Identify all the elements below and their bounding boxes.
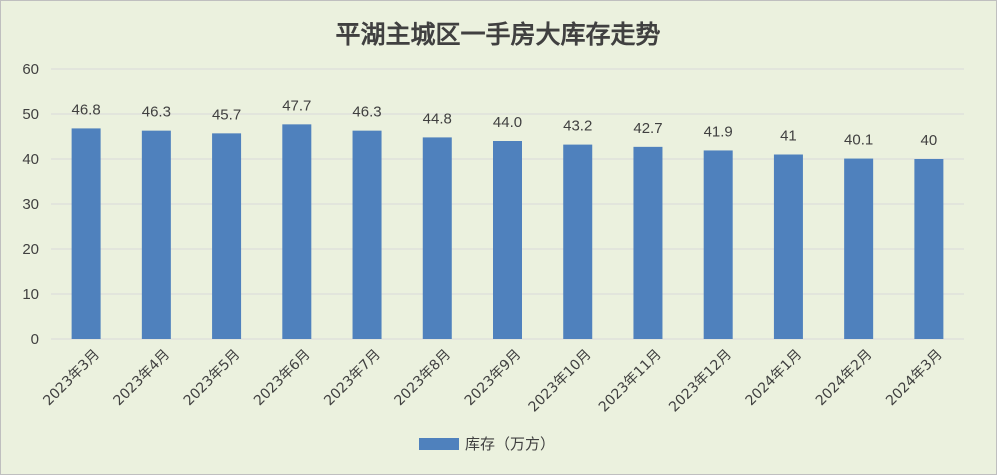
x-tick-label: 2024年3月	[883, 347, 946, 410]
bars	[71, 124, 944, 339]
x-tick-label: 2023年7月	[321, 347, 384, 410]
legend-label: 库存（万方）	[465, 435, 555, 453]
y-axis: 0 10 20 30 40 50 60	[22, 61, 39, 348]
bar	[141, 130, 171, 339]
bar	[633, 146, 663, 339]
bar	[282, 124, 312, 339]
x-tick-label: 2023年12月	[666, 347, 735, 416]
data-label: 47.7	[282, 97, 311, 114]
legend: 库存（万方）	[419, 435, 555, 453]
x-tick-label: 2024年2月	[813, 347, 876, 410]
bar	[773, 154, 803, 339]
data-label: 40.1	[844, 132, 873, 149]
data-label: 41	[780, 128, 797, 145]
y-tick-label: 0	[31, 331, 39, 348]
x-tick-label: 2023年10月	[526, 347, 595, 416]
y-tick-label: 20	[22, 241, 39, 258]
data-label: 40	[921, 132, 938, 149]
y-tick-label: 10	[22, 286, 39, 303]
x-tick-label: 2023年8月	[391, 347, 454, 410]
data-label: 43.2	[563, 118, 592, 135]
x-tick-label: 2023年4月	[111, 347, 174, 410]
x-tick-label: 2023年9月	[462, 347, 525, 410]
bar	[493, 141, 522, 339]
data-label: 46.8	[72, 101, 101, 118]
bar	[914, 159, 944, 339]
data-label: 42.7	[633, 120, 662, 137]
x-axis: 2023年3月 2023年4月 2023年5月 2023年6月 2023年7月 2023年…	[40, 347, 945, 416]
data-label: 46.3	[142, 104, 171, 121]
data-label: 44.0	[493, 114, 522, 131]
bar	[563, 144, 593, 339]
y-tick-label: 50	[22, 106, 39, 123]
bar	[422, 137, 452, 339]
legend-swatch	[419, 438, 459, 450]
y-tick-label: 40	[22, 151, 39, 168]
data-label: 45.7	[212, 106, 241, 123]
bar	[703, 150, 733, 339]
bar	[212, 133, 242, 339]
chart-title: 平湖主城区一手房大库存走势	[335, 20, 660, 49]
x-tick-label: 2023年3月	[40, 347, 103, 410]
data-labels: 46.8 46.3 45.7 47.7 46.3 44.8 44.0 43.2 42.7 41.9…	[72, 97, 938, 149]
x-tick-label: 2023年11月	[596, 347, 665, 416]
data-label: 41.9	[704, 123, 733, 140]
x-tick-label: 2023年6月	[251, 347, 314, 410]
data-label: 46.3	[352, 104, 381, 121]
y-tick-label: 30	[22, 196, 39, 213]
y-tick-label: 60	[22, 61, 39, 78]
x-tick-label: 2024年1月	[743, 347, 806, 410]
data-label: 44.8	[423, 110, 452, 127]
bar	[71, 128, 101, 339]
bar	[844, 158, 874, 339]
x-tick-label: 2023年5月	[181, 347, 244, 410]
bar	[352, 130, 382, 339]
